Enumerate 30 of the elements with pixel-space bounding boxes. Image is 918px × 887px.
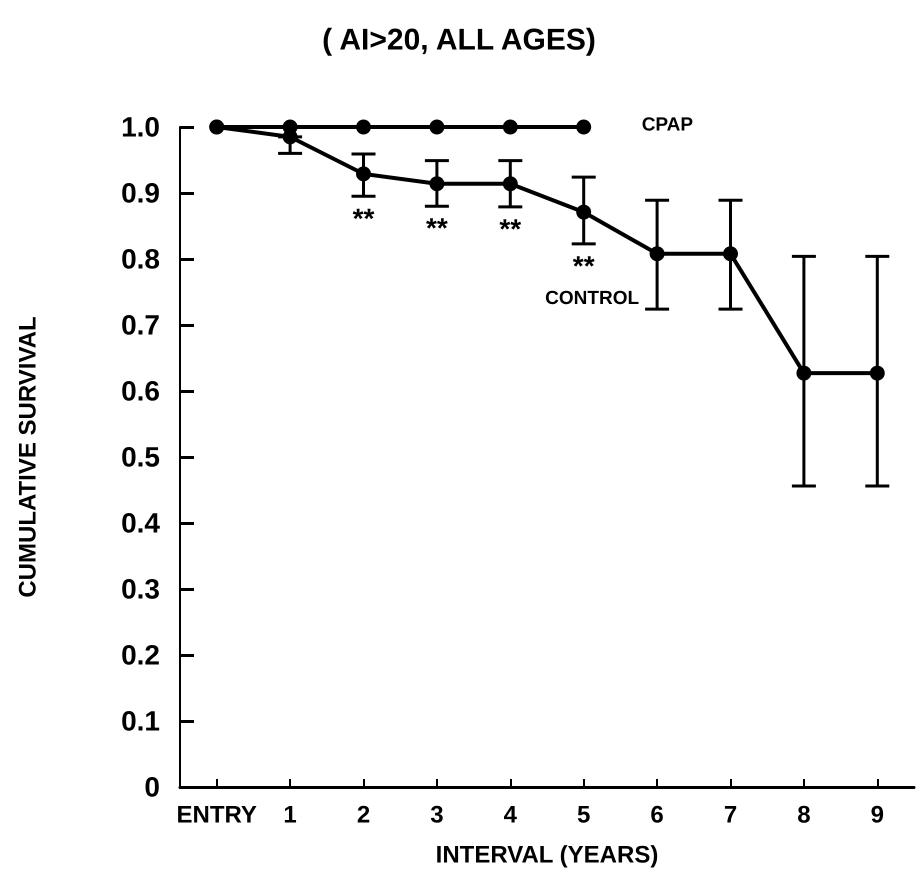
- series-label: CONTROL: [545, 288, 640, 310]
- x-axis-title: INTERVAL (YEARS): [436, 842, 658, 868]
- x-tick-label: 3: [430, 802, 444, 828]
- y-tick-label: 0.3: [121, 574, 160, 604]
- annotation: **: [499, 213, 522, 244]
- chart-title: ( AI>20, ALL AGES): [322, 24, 596, 56]
- y-tick-label: 1.0: [121, 112, 160, 142]
- y-tick-label: 0.2: [121, 640, 160, 670]
- y-tick-label: 0.8: [121, 244, 160, 274]
- y-tick-label: 0.7: [121, 310, 160, 340]
- x-tick-label: 9: [870, 802, 884, 828]
- x-tick-label: 2: [356, 802, 370, 828]
- x-tick-label: 6: [650, 802, 664, 828]
- text: CPAP: [642, 114, 694, 136]
- y-tick-label: 0.9: [121, 178, 160, 208]
- y-tick-label: 0.6: [121, 376, 160, 406]
- x-tick-label: 5: [577, 802, 590, 828]
- x-tick-label: 8: [797, 802, 811, 828]
- y-tick-label: 0: [144, 772, 160, 802]
- x-tick-label: 4: [504, 802, 518, 828]
- annotation: **: [426, 212, 448, 244]
- y-tick-label: 0.4: [121, 508, 160, 538]
- y-axis-title: CUMULATIVE SURVIVAL: [14, 316, 42, 598]
- annotation: **: [572, 250, 595, 282]
- y-tick-label: 0.1: [121, 706, 160, 736]
- y-tick-label: 0.5: [121, 442, 160, 472]
- x-tick-label: 1: [283, 802, 297, 828]
- x-tick-label: ENTRY: [176, 802, 257, 828]
- annotation: **: [352, 202, 374, 234]
- x-tick-label: 7: [724, 802, 738, 828]
